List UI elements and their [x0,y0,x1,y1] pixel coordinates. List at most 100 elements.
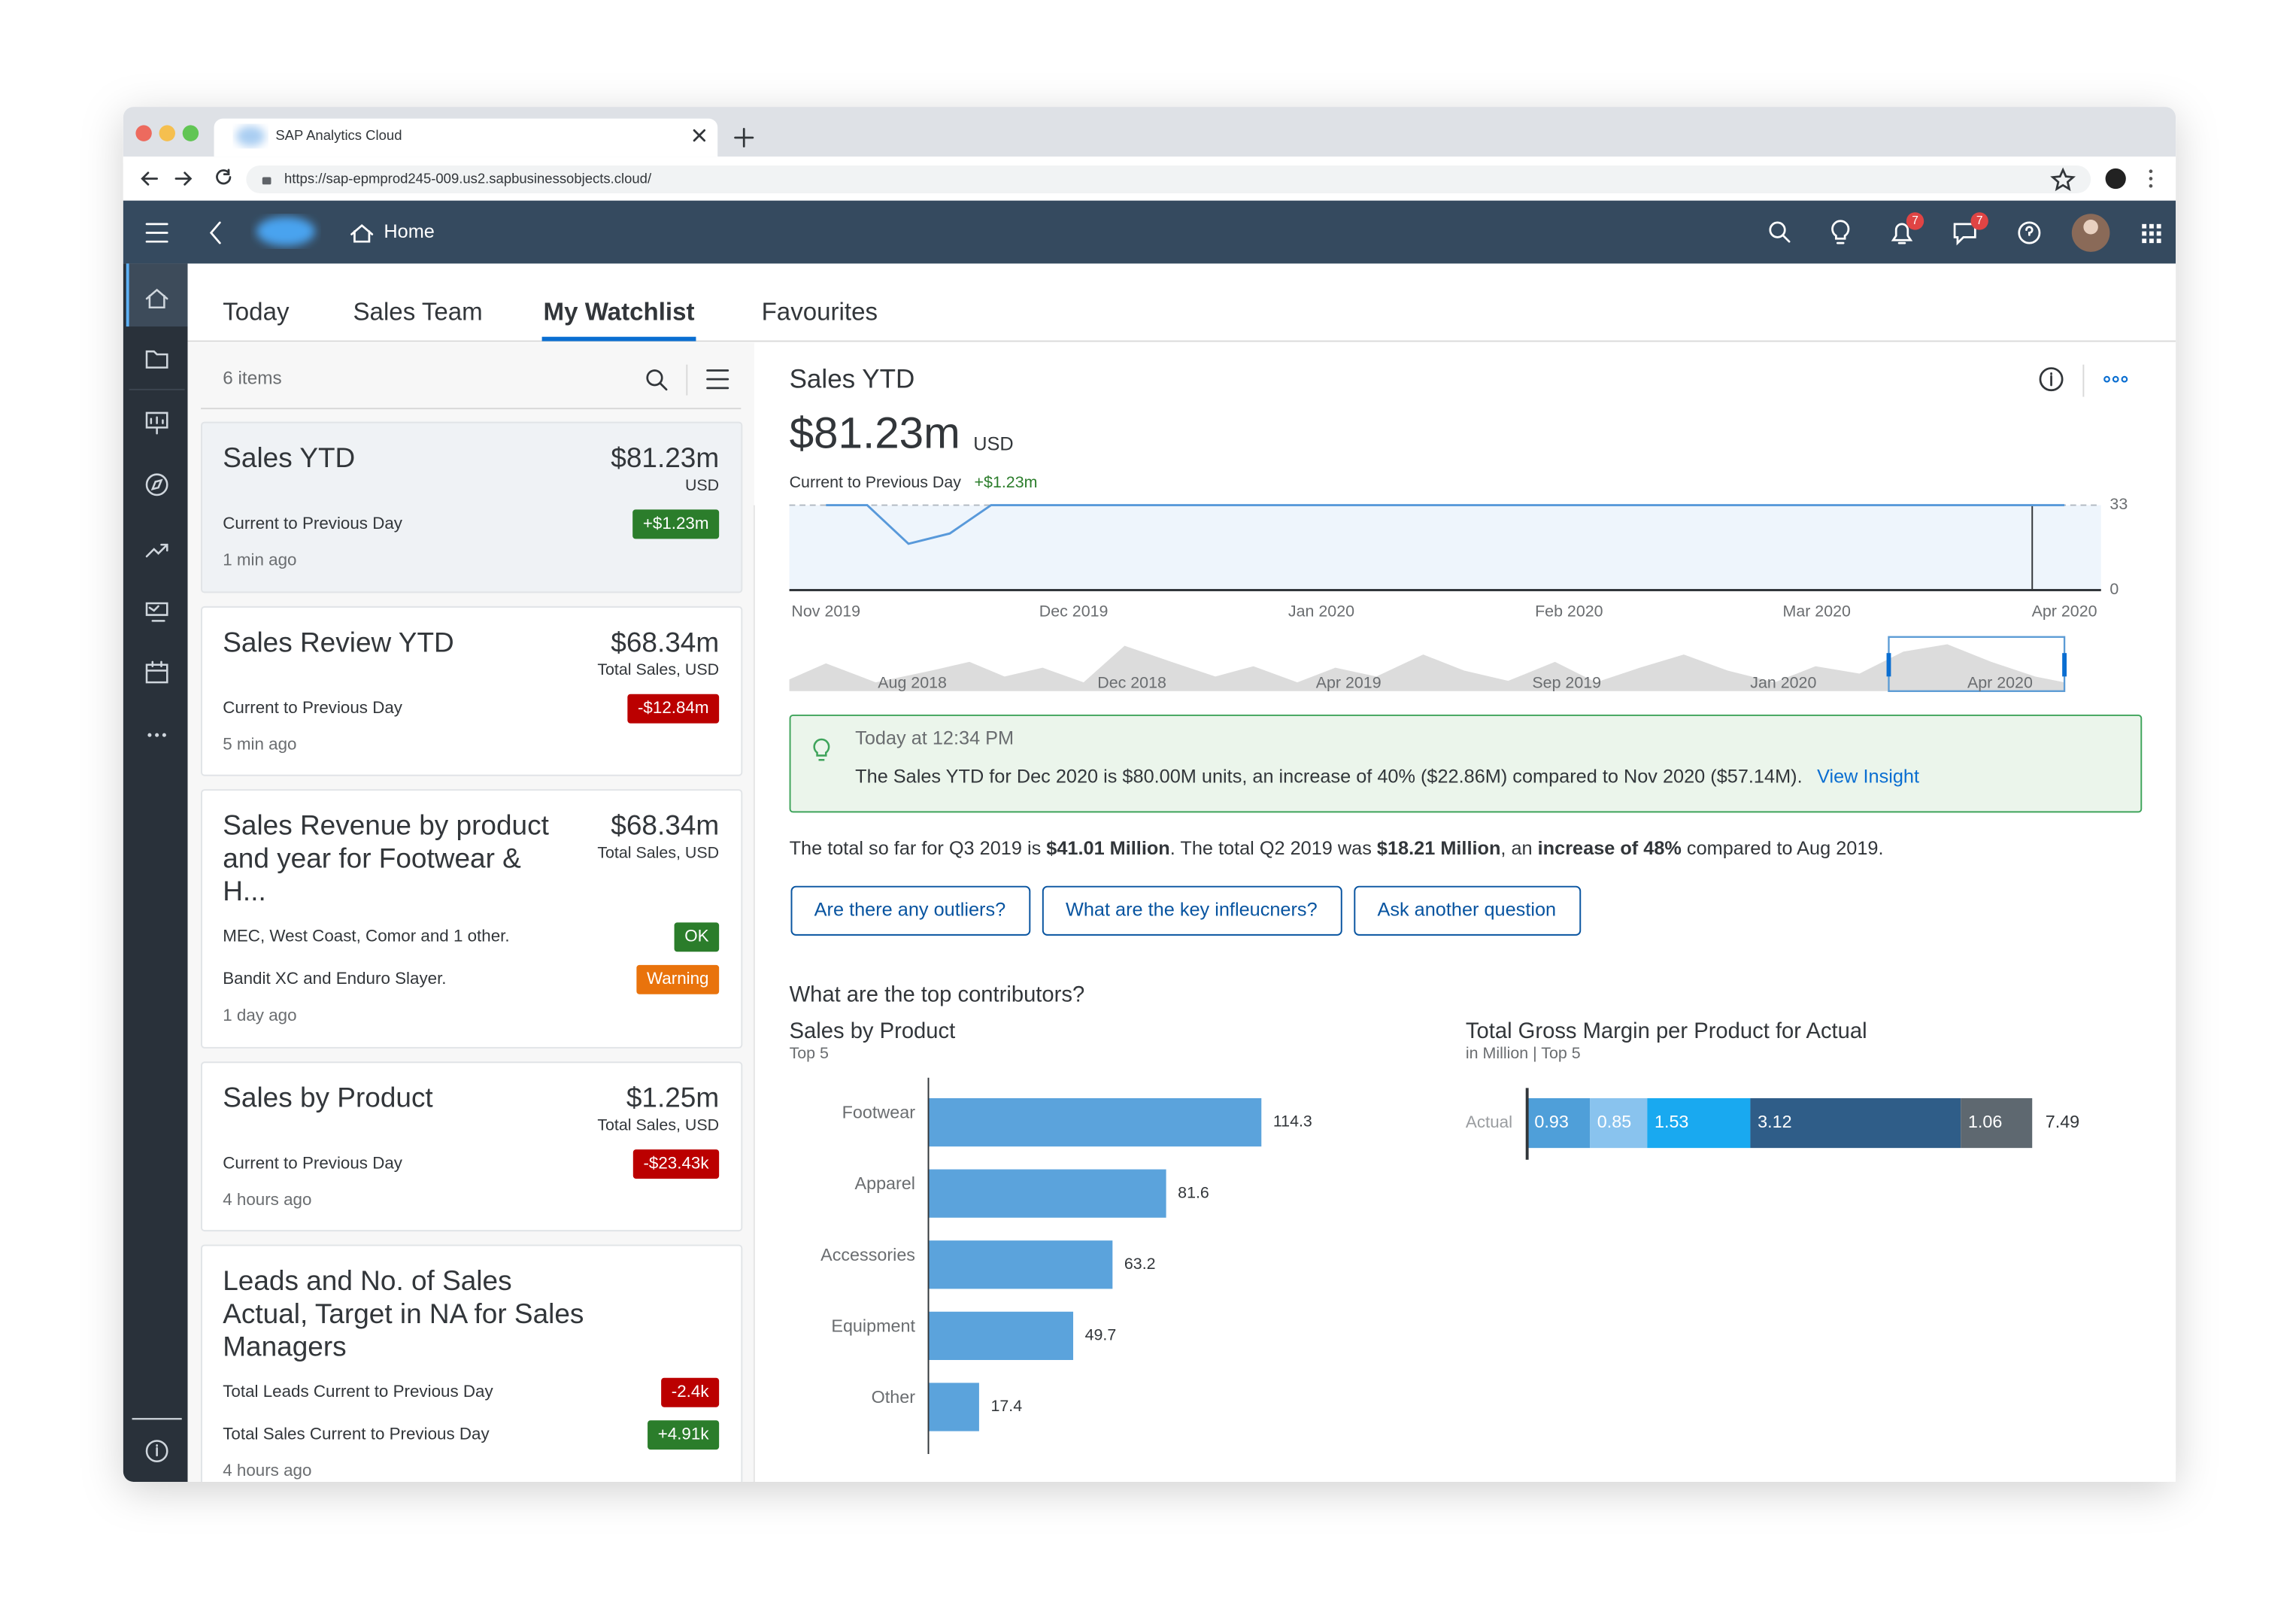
segment-label: 0.93 [1534,1112,1568,1131]
maximize-button[interactable] [182,125,199,141]
bookmark-star[interactable] [2050,167,2076,192]
nav-analytics[interactable] [145,543,168,557]
question-text[interactable]: Ask another question [1377,899,1556,920]
nav-present[interactable] [145,602,168,622]
card-title: H... [223,876,266,906]
menu-button[interactable] [145,223,168,243]
card-title: Sales YTD [223,442,355,473]
x-tick-label: Jan 2020 [1288,602,1354,620]
apps-icon[interactable] [2142,223,2161,244]
comparison-value: +$1.23m [975,473,1038,491]
help-icon[interactable] [2018,221,2041,244]
messages-badge [1970,212,1988,230]
list-menu[interactable] [706,369,729,390]
navigator-label: Sep 2019 [1532,674,1601,692]
card-time: 5 min ago [223,735,296,754]
question-button[interactable] [1042,885,1342,936]
x-tick-label: Feb 2020 [1535,602,1603,620]
nav-home[interactable] [145,288,168,309]
home-link[interactable]: Home [384,221,434,242]
card-row-label: Current to Previous Day [223,1153,403,1172]
browser-tab[interactable] [214,118,718,157]
question-text[interactable]: Are there any outliers? [814,899,1006,920]
tab[interactable]: Favourites [762,298,878,326]
question-text[interactable]: What are the key infleucners? [1066,899,1318,920]
forward-button[interactable] [174,172,193,186]
card-title: Sales Review YTD [223,627,454,657]
trend-line [826,504,2065,545]
tab-close[interactable] [693,129,706,142]
summary: The total so far for Q3 2019 is $41.01 M… [790,838,1884,859]
watchlist-card[interactable] [201,606,743,776]
bar [928,1311,1074,1361]
nav-files[interactable] [145,350,168,369]
nav-explore[interactable] [145,473,168,496]
profile-icon[interactable] [2105,168,2126,190]
search-icon[interactable] [1769,221,1786,238]
bar [928,1240,1113,1289]
nav-more[interactable] [162,733,166,737]
new-tab[interactable] [734,127,754,148]
more-button[interactable] [2103,375,2128,383]
category-label: Accessories [820,1245,915,1264]
value-label: 81.6 [1178,1183,1209,1201]
back-nav[interactable] [209,221,221,244]
bar-segment [1750,1097,1961,1149]
category-label: Footwear [842,1103,916,1122]
watchlist-card[interactable] [201,1061,743,1232]
watchlist-card[interactable] [201,1244,743,1502]
value-label: 63.2 [1124,1255,1156,1273]
list-search[interactable] [646,369,663,387]
card-time: 1 min ago [223,550,296,569]
home-icon[interactable] [350,223,374,243]
bar-segment [1647,1097,1751,1149]
card-unit: Total Sales, USD [597,660,719,678]
detail-title: Sales YTD [790,364,915,393]
chart-subtitle: in Million | Top 5 [1466,1044,1581,1062]
nav-stories[interactable] [145,411,168,435]
card-title: Managers [223,1331,346,1362]
bar-segment [1961,1097,2033,1149]
address-bar[interactable] [246,165,2091,193]
detail-value: $81.23m [790,409,960,458]
notification-icon[interactable] [1891,223,1913,244]
card-title: Sales by Product [223,1082,432,1113]
back-button[interactable] [141,172,159,186]
card-value: $1.25m [626,1082,719,1113]
minimize-button[interactable] [159,125,175,141]
tab[interactable]: Today [223,298,290,326]
insight-icon[interactable] [1831,220,1850,244]
reload-button[interactable] [216,168,232,185]
badge-text: -2.4k [672,1382,710,1401]
tab[interactable]: My Watchlist [544,298,695,326]
tab[interactable]: Sales Team [353,298,482,326]
question-button[interactable] [1354,885,1582,936]
insight-link[interactable]: View Insight [1817,766,1919,787]
nav-info[interactable] [145,1440,168,1462]
navigator-label: Apr 2020 [1967,674,2033,692]
nav-calendar[interactable] [145,660,168,684]
detail-unit: USD [973,433,1013,454]
card-title: and year for Footwear & [223,842,521,873]
y-tick-label: 0 [2109,580,2119,598]
watchlist-card[interactable] [201,789,743,1049]
question-button[interactable] [790,885,1031,936]
segment-label: 3.12 [1758,1112,1791,1131]
x-tick-label: Mar 2020 [1782,602,1851,620]
category-label: Equipment [831,1316,915,1335]
close-button[interactable] [135,125,152,141]
info-button[interactable] [2039,367,2064,392]
navigator-label: Jan 2020 [1750,674,1816,692]
bar [928,1097,1262,1147]
item-count: 6 items [223,369,281,389]
segment-label: 1.06 [1968,1112,2002,1131]
segment-label: 1.53 [1655,1112,1688,1131]
summary-part: $41.01 Million [1046,838,1170,859]
watchlist-card[interactable] [201,421,743,593]
logo[interactable] [256,217,315,247]
badge-text: +4.91k [658,1425,710,1443]
trend-chart [826,504,2065,545]
status-badge [636,964,720,994]
summary-part: The total so far for Q3 2019 is [790,838,1047,859]
